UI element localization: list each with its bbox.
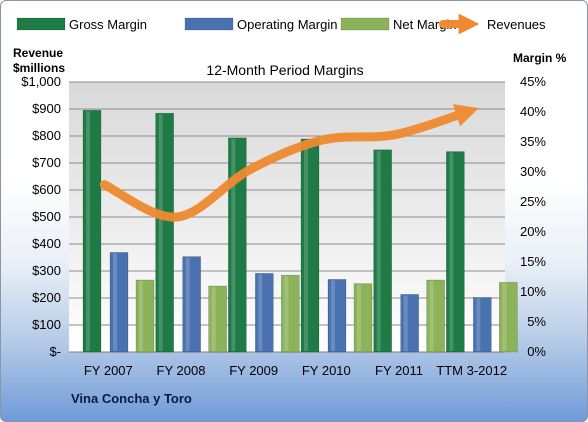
net-margin-bar (426, 279, 445, 353)
left-tick-label: $500 (32, 209, 61, 224)
left-tick-label: $600 (32, 182, 61, 197)
net-margin-bar (281, 274, 300, 353)
left-tick-label: $200 (32, 290, 61, 305)
operating-margin-bar-highlight (258, 274, 263, 351)
right-tick-label: 5% (527, 314, 546, 329)
left-tick-label: $900 (32, 101, 61, 116)
gross-margin-bar (446, 151, 465, 353)
left-tick-label: $800 (32, 128, 61, 143)
gross-margin-legend-swatch (16, 17, 66, 31)
left-axis-subtitle: $millions (13, 61, 65, 75)
gross-margin-legend-label: Gross Margin (69, 17, 147, 32)
gross-margin-bar-highlight (304, 140, 308, 351)
net-margin-bar-highlight (139, 281, 143, 351)
chart-title: 12-Month Period Margins (206, 62, 363, 78)
gross-margin-bar-highlight (86, 111, 90, 351)
operating-margin-bar-highlight (476, 298, 481, 351)
right-tick-label: 10% (520, 284, 546, 299)
operating-margin-bar (255, 273, 274, 353)
net-margin-bar-highlight (211, 287, 216, 351)
operating-margin-bar (182, 256, 201, 353)
gross-margin-bar (300, 138, 320, 353)
operating-margin-bar-highlight (113, 253, 117, 351)
left-tick-label: $- (49, 344, 61, 359)
right-tick-label: 30% (520, 164, 546, 179)
net-margin-bar-highlight (284, 276, 289, 351)
gross-margin-bar-highlight (449, 152, 454, 351)
gross-margin-bar (82, 109, 102, 353)
gross-margin-bar-highlight (376, 150, 381, 351)
operating-margin-legend-label: Operating Margin (237, 17, 337, 32)
net-margin-bar (135, 279, 155, 353)
net-margin-legend-swatch (340, 17, 390, 31)
gross-margin-bar-highlight (231, 138, 236, 351)
x-tick-label: TTM 3-2012 (436, 363, 507, 378)
x-tick-label: FY 2011 (375, 363, 423, 378)
left-tick-label: $1,000 (21, 74, 61, 89)
net-margin-bar (499, 282, 518, 353)
net-margin-bar-highlight (357, 284, 361, 351)
x-tick-label: FY 2009 (229, 363, 278, 378)
operating-margin-bar-highlight (185, 257, 190, 351)
operating-margin-bar-highlight (331, 280, 335, 351)
left-tick-label: $400 (32, 236, 61, 251)
net-margin-bar-highlight (502, 283, 507, 351)
right-axis-title: Margin % (513, 51, 567, 65)
right-tick-label: 20% (520, 224, 546, 239)
gross-margin-bar (373, 149, 392, 353)
right-tick-label: 35% (520, 134, 546, 149)
x-tick-label: FY 2008 (157, 363, 206, 378)
gross-margin-bar-highlight (158, 114, 163, 351)
net-margin-bar (353, 283, 373, 353)
right-tick-label: 25% (520, 194, 546, 209)
right-tick-label: 40% (520, 104, 546, 119)
left-tick-label: $100 (32, 317, 61, 332)
net-margin-bar (208, 285, 227, 353)
revenues-line (99, 104, 479, 222)
company-name: Vina Concha y Toro (71, 391, 192, 406)
gross-margin-bar (155, 112, 174, 353)
right-tick-label: 15% (520, 254, 546, 269)
gross-margin-bar (228, 137, 247, 353)
operating-margin-bar (400, 294, 419, 353)
operating-margin-legend-swatch (184, 17, 234, 31)
x-axis-ticks: FY 2007 FY 2008 FY 2009 FY 2010 FY 2011 TTM 3… (84, 363, 507, 378)
x-tick-label: FY 2007 (84, 363, 133, 378)
net-margin-bar-highlight (429, 281, 434, 351)
revenues-legend-label: Revenues (487, 17, 546, 32)
left-tick-label: $300 (32, 263, 61, 278)
operating-margin-bar-highlight (403, 295, 408, 351)
left-axis-title: Revenue (13, 46, 63, 60)
x-tick-label: FY 2010 (302, 363, 351, 378)
legend: Gross Margin Operating Margin Net Margin Re… (16, 13, 546, 35)
left-tick-label: $700 (32, 155, 61, 170)
bars (82, 109, 518, 353)
right-tick-label: 0% (527, 344, 546, 359)
operating-margin-bar (473, 297, 492, 353)
operating-margin-bar (109, 252, 129, 353)
operating-margin-bar (327, 279, 347, 353)
gridlines (69, 81, 505, 353)
revenues-series (99, 104, 479, 222)
right-tick-label: 45% (520, 74, 546, 89)
left-axis-ticks: $- $100 $200 $300 $400 $500 $600 $700 $800 $900 $1… (21, 74, 61, 359)
right-axis-ticks: 0% 5% 10% 15% 20% 25% 30% 35% 40% 45% (520, 74, 546, 359)
